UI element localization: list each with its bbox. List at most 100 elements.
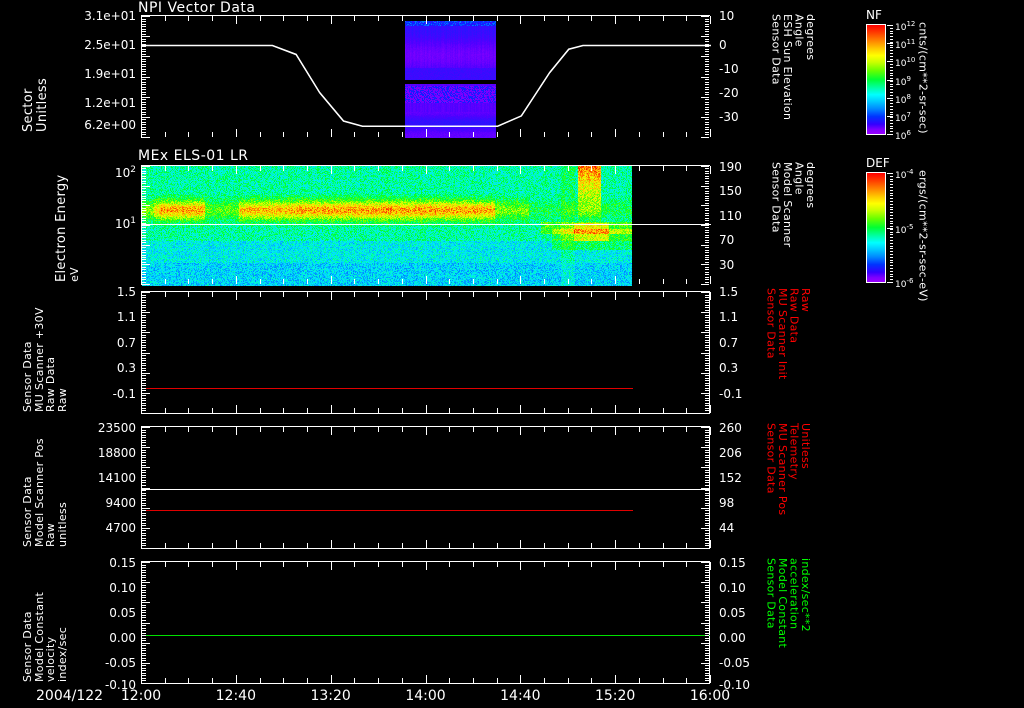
tick-mark <box>142 520 146 522</box>
axis-label-line: Sector <box>21 88 36 132</box>
tick-mark <box>662 16 664 21</box>
tick-mark <box>354 543 356 548</box>
tick-mark <box>235 276 237 284</box>
tick-mark <box>330 166 332 174</box>
colorbar-minor-tick <box>890 128 893 130</box>
tick-mark <box>142 614 146 616</box>
tick-mark <box>142 502 146 504</box>
tick-mark <box>142 269 146 271</box>
colorbar-minor-tick <box>890 206 893 208</box>
tick-mark <box>662 132 664 137</box>
tick-mark <box>705 395 709 397</box>
tick-mark <box>142 131 146 133</box>
tick-mark <box>142 439 146 441</box>
tick-mark <box>701 116 709 118</box>
tick-mark <box>705 397 709 399</box>
tick-mark <box>638 427 640 432</box>
tick-mark <box>142 472 146 474</box>
tick-mark <box>705 442 709 444</box>
tick-mark <box>705 334 709 336</box>
tick-mark <box>705 675 709 677</box>
tick-mark <box>164 408 166 413</box>
tick-mark <box>449 132 451 137</box>
npi-spectrogram-canvas <box>142 16 711 139</box>
tick-mark <box>142 537 146 539</box>
tick-mark <box>705 81 709 83</box>
tick-mark <box>705 79 709 81</box>
tick-mark <box>496 16 498 21</box>
tick-mark <box>142 647 146 649</box>
tick-mark <box>142 527 150 529</box>
tick-mark <box>701 56 709 58</box>
x-axis-tick-label: 12:00 <box>120 688 162 704</box>
tick-mark <box>615 562 617 570</box>
panel-mu30v-ytick: 1.5 <box>116 285 136 299</box>
tick-mark <box>142 53 146 55</box>
tick-mark <box>705 101 709 103</box>
tick-mark <box>705 121 709 123</box>
axis-label-line: Sensor Data <box>21 341 34 412</box>
tick-mark <box>544 292 546 297</box>
tick-mark <box>283 427 285 432</box>
tick-mark <box>701 332 709 334</box>
tick-mark <box>142 592 146 594</box>
tick-mark <box>705 322 709 324</box>
tick-mark <box>142 525 146 527</box>
colorbar-def-units: ergs/(cm**2-sr-sec-eV) <box>917 170 930 302</box>
panel-npi-right-axis-label: Sensor Data ESH Sun Elevation Angle degr… <box>770 14 818 138</box>
tick-mark <box>142 410 146 412</box>
tick-mark <box>638 292 640 297</box>
tick-mark <box>591 427 593 432</box>
tick-mark <box>615 16 617 24</box>
tick-mark <box>705 58 709 60</box>
tick-mark <box>235 675 237 683</box>
tick-mark <box>142 281 146 283</box>
tick-mark <box>330 292 332 300</box>
tick-mark <box>705 574 709 576</box>
tick-mark <box>142 185 150 187</box>
tick-mark <box>142 68 146 70</box>
panel-scannerpos-plot-frame <box>141 426 710 549</box>
panel-scannerpos-right-ytick: 152 <box>719 471 742 485</box>
panel-mu30v-plot-frame <box>141 291 710 414</box>
colorbar-minor-tick <box>890 192 893 194</box>
tick-mark <box>235 129 237 137</box>
tick-mark <box>142 407 146 409</box>
tick-mark <box>705 637 709 639</box>
tick-mark <box>142 339 146 341</box>
tick-mark <box>142 28 146 30</box>
tick-mark <box>141 292 142 300</box>
tick-mark <box>142 190 146 192</box>
tick-mark <box>142 202 146 204</box>
tick-mark <box>472 678 474 683</box>
tick-mark <box>142 607 146 609</box>
tick-mark <box>330 675 332 683</box>
tick-mark <box>142 577 146 579</box>
tick-mark <box>705 655 709 657</box>
tick-mark <box>705 502 709 504</box>
tick-mark <box>142 650 146 652</box>
tick-mark <box>496 543 498 548</box>
tick-mark <box>142 58 146 60</box>
axis-label-line: Model Constant <box>776 558 790 649</box>
panel-velocity-right-ytick: 0.10 <box>719 581 746 595</box>
panel-scannerpos-ytick: 4700 <box>105 521 136 535</box>
tick-mark <box>705 261 709 263</box>
tick-mark <box>705 68 709 70</box>
tick-mark <box>520 405 522 413</box>
tick-mark <box>142 459 146 461</box>
tick-mark <box>701 264 709 266</box>
axis-label-line: index/sec**2 <box>799 558 813 632</box>
tick-mark <box>142 225 150 226</box>
tick-mark <box>638 166 640 171</box>
tick-mark <box>401 543 403 548</box>
panel-mu30v-right-ytick: 1.5 <box>719 285 739 299</box>
colorbar-minor-tick <box>890 200 893 202</box>
tick-mark <box>378 408 380 413</box>
colorbar-minor-tick <box>890 69 893 71</box>
tick-mark <box>705 370 709 372</box>
tick-mark <box>705 252 709 254</box>
tick-mark <box>701 427 709 428</box>
tick-mark <box>141 276 142 284</box>
tick-mark <box>142 569 146 571</box>
